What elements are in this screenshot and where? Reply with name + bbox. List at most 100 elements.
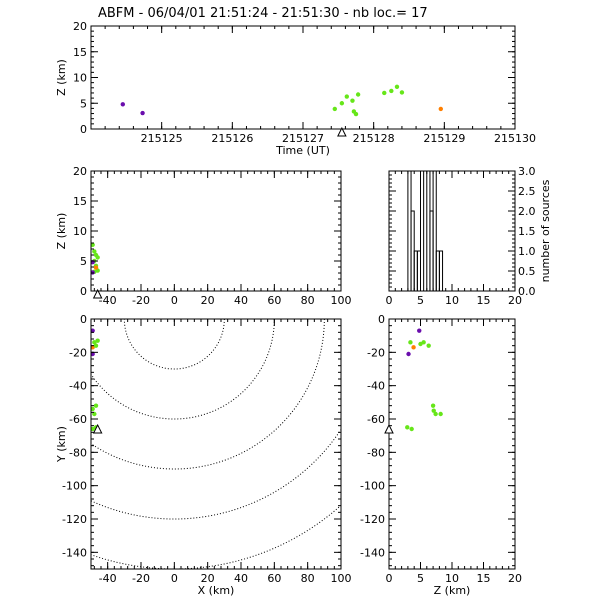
y-tick-label-altitude_y: -100 bbox=[360, 480, 385, 493]
y-tick-label-time_altitude: 10 bbox=[73, 72, 87, 85]
x-tick-label-x_altitude: 40 bbox=[234, 294, 248, 307]
data-point-x_y_plan-0 bbox=[91, 328, 95, 333]
panel-x_altitude: -40 -20 0 20 40 60 80 100 0 5 10 15 20 Z (km) bbox=[55, 165, 352, 307]
x-tick-label-time_altitude: 215129 bbox=[423, 132, 465, 145]
data-point-altitude_y-1 bbox=[406, 351, 411, 357]
y-tick-label-x_y_plan: -60 bbox=[69, 413, 87, 426]
x-tick-label-x_y_plan: 40 bbox=[234, 572, 248, 585]
data-point-altitude_y-3 bbox=[408, 340, 413, 345]
y-tick-label-x_y_plan: -20 bbox=[69, 346, 87, 359]
data-point-x_y_plan-4 bbox=[93, 343, 99, 348]
data-point-altitude_y-8 bbox=[433, 411, 438, 417]
x-tick-label-altitude_y: 5 bbox=[417, 572, 424, 585]
y-tick-label-x_altitude: 0 bbox=[80, 285, 87, 298]
x-tick-label-x_altitude: 80 bbox=[301, 294, 315, 307]
x-tick-label-time_altitude: 215127 bbox=[282, 132, 324, 145]
x-tick-label-x_y_plan: 100 bbox=[331, 572, 352, 585]
y-tick-label-x_altitude: 5 bbox=[80, 255, 87, 268]
data-point-x_y_plan-6 bbox=[91, 406, 95, 412]
axes-frame-time_altitude bbox=[90, 25, 516, 130]
y-axis-title-x_altitude: Z (km) bbox=[55, 213, 68, 250]
data-layer-altitude_histogram bbox=[389, 171, 515, 291]
data-point-time_altitude-11 bbox=[394, 84, 400, 89]
data-point-time_altitude-10 bbox=[389, 88, 394, 94]
data-point-time_altitude-3 bbox=[339, 101, 345, 106]
x-tick-label-altitude_histogram: 15 bbox=[477, 294, 491, 307]
data-layer-x_y_plan bbox=[91, 319, 341, 569]
axes-frame-altitude_y bbox=[388, 318, 516, 570]
y-tick-label-altitude_y: -60 bbox=[367, 413, 385, 426]
data-point-altitude_y-9 bbox=[438, 411, 443, 417]
data-point-time_altitude-4 bbox=[344, 94, 350, 99]
data-point-x_y_plan-5 bbox=[95, 338, 100, 343]
x-tick-label-x_y_plan: 20 bbox=[201, 572, 215, 585]
data-point-time_altitude-13 bbox=[438, 106, 443, 112]
x-tick-label-altitude_histogram: 5 bbox=[417, 294, 424, 307]
data-point-altitude_y-0 bbox=[417, 328, 422, 333]
x-tick-label-time_altitude: 215130 bbox=[494, 132, 536, 145]
x-axis-title-altitude_y: Z (km) bbox=[434, 584, 471, 597]
data-point-x_y_plan-1 bbox=[91, 351, 95, 357]
x-tick-label-altitude_y: 15 bbox=[477, 572, 491, 585]
data-point-x_y_plan-8 bbox=[92, 411, 97, 417]
x-tick-label-altitude_histogram: 10 bbox=[445, 294, 459, 307]
data-point-time_altitude-9 bbox=[382, 90, 387, 96]
data-point-time_altitude-2 bbox=[332, 106, 337, 112]
data-point-altitude_y-12 bbox=[409, 426, 414, 432]
y-tick-label-altitude_y: 0 bbox=[378, 313, 385, 326]
x-tick-label-altitude_y: 20 bbox=[508, 572, 522, 585]
y-tick-label-altitude_histogram: 1.5 bbox=[518, 225, 536, 238]
station-marker-x_altitude bbox=[92, 288, 103, 299]
data-point-altitude_y-2 bbox=[411, 345, 416, 350]
range-circle-60km bbox=[91, 319, 275, 420]
y-tick-label-time_altitude: 20 bbox=[73, 20, 87, 33]
y-tick-label-x_y_plan: -120 bbox=[62, 513, 87, 526]
x-tick-label-altitude_y: 10 bbox=[445, 572, 459, 585]
x-tick-label-altitude_histogram: 20 bbox=[508, 294, 522, 307]
data-layer-altitude_y bbox=[405, 328, 443, 432]
data-point-x_altitude-0 bbox=[91, 242, 95, 247]
y-tick-label-altitude_histogram: 2.5 bbox=[518, 185, 536, 198]
axes-frame-x_y_plan bbox=[90, 318, 342, 570]
y-tick-label-altitude_y: -40 bbox=[367, 380, 385, 393]
y-tick-label-time_altitude: 5 bbox=[80, 97, 87, 110]
data-point-x_y_plan-7 bbox=[93, 403, 99, 408]
x-tick-label-time_altitude: 215128 bbox=[353, 132, 395, 145]
y-tick-label-x_altitude: 15 bbox=[73, 195, 87, 208]
data-point-time_altitude-5 bbox=[350, 98, 355, 103]
x-tick-label-time_altitude: 215125 bbox=[141, 132, 183, 145]
y-tick-label-altitude_histogram: 2.0 bbox=[518, 205, 536, 218]
data-point-time_altitude-12 bbox=[399, 90, 405, 95]
data-point-altitude_y-11 bbox=[405, 425, 410, 430]
x-tick-label-x_y_plan: 60 bbox=[267, 572, 281, 585]
x-tick-label-x_altitude: 100 bbox=[331, 294, 352, 307]
data-point-time_altitude-0 bbox=[120, 102, 126, 107]
data-point-time_altitude-8 bbox=[355, 92, 361, 97]
x-tick-label-x_altitude: -20 bbox=[132, 294, 150, 307]
panel-altitude_y: 0 5 10 15 20 -140 -120 -100 -80 -60 -40 -20 0 Z (km) bbox=[360, 313, 522, 597]
figure-title: ABFM - 06/04/01 21:51:24 - 21:51:30 - nb… bbox=[98, 6, 428, 21]
data-point-time_altitude-1 bbox=[140, 110, 145, 116]
station-marker-time_altitude bbox=[337, 126, 347, 137]
x-tick-label-x_y_plan: -20 bbox=[132, 572, 150, 585]
data-point-x_y_plan-3 bbox=[92, 340, 97, 345]
y-tick-label-altitude_y: -80 bbox=[367, 446, 385, 459]
data-point-altitude_y-7 bbox=[430, 403, 436, 408]
y-tick-label-altitude_histogram: 1.0 bbox=[518, 245, 536, 258]
y-tick-label-altitude_histogram: 0.5 bbox=[518, 265, 536, 278]
y-axis-title-x_y_plan: Y (km) bbox=[55, 426, 68, 463]
x-tick-label-time_altitude: 215126 bbox=[211, 132, 253, 145]
data-point-altitude_y-10 bbox=[431, 408, 436, 413]
y-tick-label-altitude_y: -120 bbox=[360, 513, 385, 526]
station-marker-altitude_y bbox=[384, 423, 394, 434]
y-axis-title-time_altitude: Z (km) bbox=[55, 59, 68, 96]
panel-x_y_plan: -40 -20 0 20 40 60 80 100 -140 -120 -100 -80 -60 -40 -… bbox=[55, 313, 352, 597]
y-tick-label-altitude_y: -20 bbox=[367, 346, 385, 359]
x-tick-label-altitude_histogram: 0 bbox=[386, 294, 393, 307]
data-point-time_altitude-7 bbox=[353, 111, 359, 117]
y-tick-label-time_altitude: 0 bbox=[80, 123, 87, 136]
station-marker-x_y_plan bbox=[92, 423, 103, 434]
panels: 215125 215126 215127 215128 215129 215130 0 5 10… bbox=[55, 20, 552, 597]
data-point-x_altitude-10 bbox=[93, 265, 99, 270]
